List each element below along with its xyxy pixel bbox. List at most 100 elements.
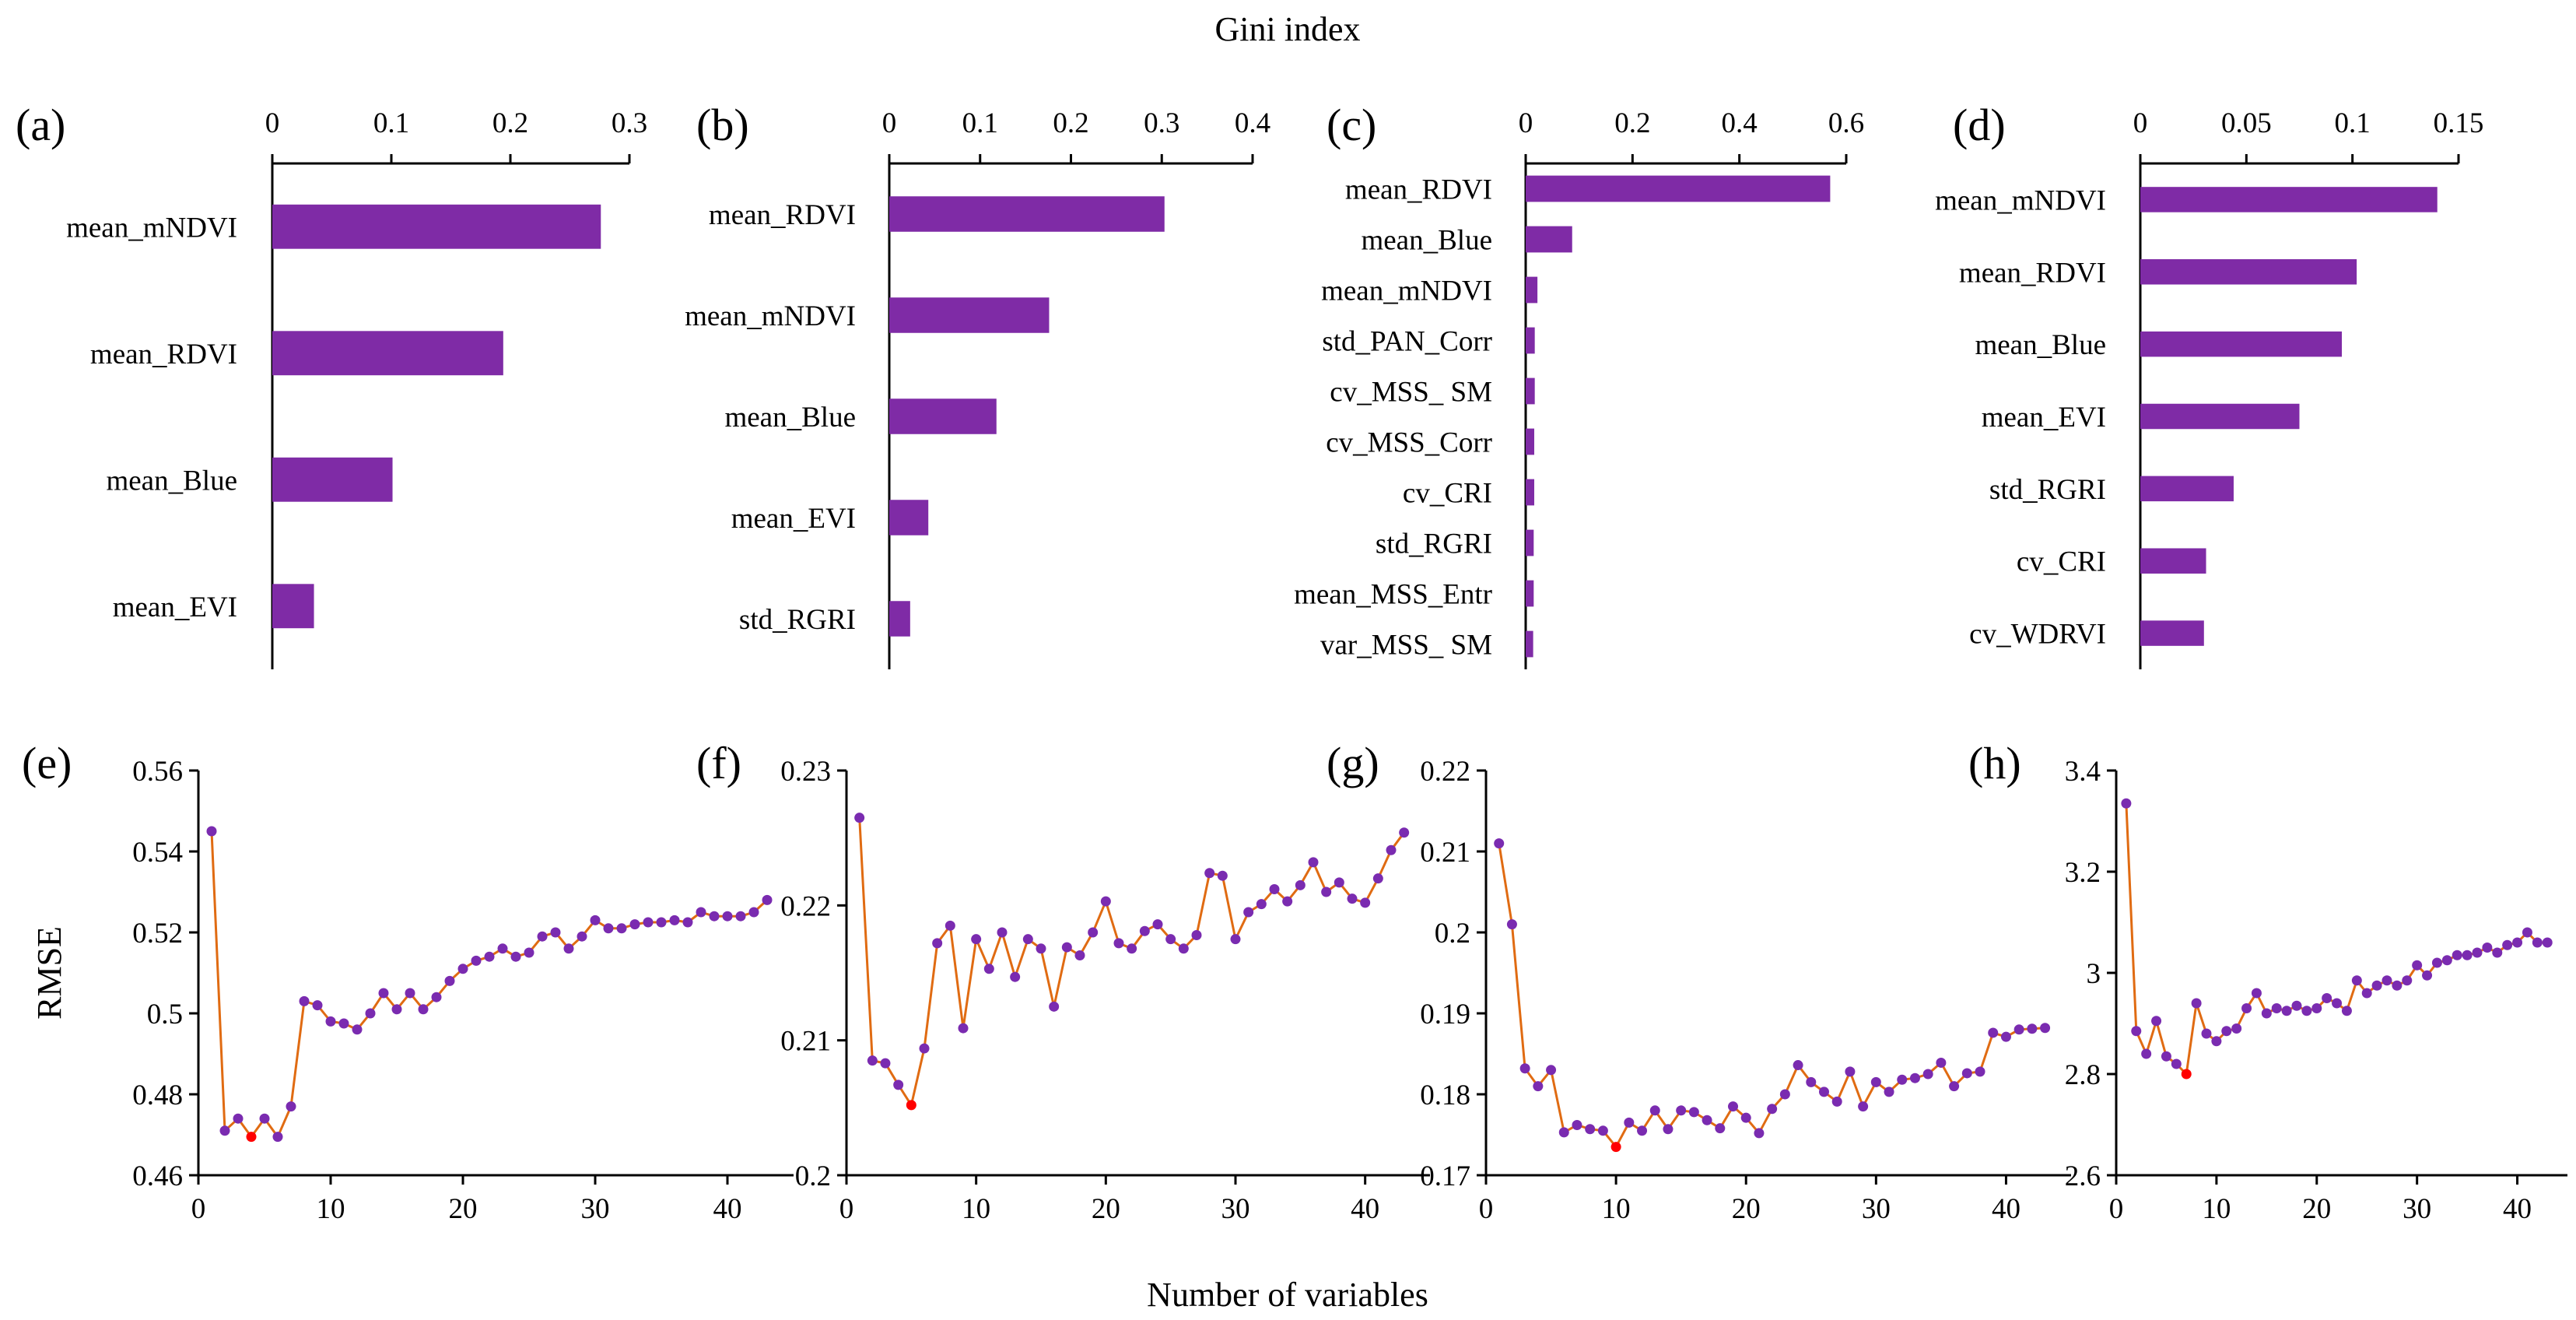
- data-point: [1386, 844, 1397, 855]
- data-point: [418, 1004, 429, 1015]
- data-point: [2422, 970, 2433, 981]
- chart-panel-1: (a) 0 0.1 0.2 0.3 mean_mNDVI mean_RDVI mean_Blu…: [16, 100, 647, 669]
- data-point: [669, 915, 680, 925]
- min-point: [1610, 1142, 1621, 1153]
- data-point: [1088, 927, 1099, 938]
- y-tick-label: 0.17: [1420, 1160, 1470, 1192]
- data-point: [1961, 1068, 1972, 1079]
- data-point: [656, 917, 667, 928]
- data-point: [2201, 1028, 2212, 1039]
- data-point: [1637, 1125, 1648, 1136]
- data-point: [1372, 873, 1383, 884]
- data-point: [286, 1101, 296, 1112]
- category-label: mean_RDVI: [90, 339, 237, 370]
- bar: [2140, 476, 2234, 502]
- data-point: [1036, 943, 1046, 954]
- panel-label: (a): [16, 100, 65, 150]
- data-point: [1191, 929, 1202, 940]
- data-point: [219, 1125, 230, 1136]
- bar: [1526, 377, 1535, 405]
- category-label: mean_MSS_Entr: [1294, 579, 1492, 611]
- data-point: [1243, 907, 1254, 918]
- data-point: [2431, 957, 2442, 968]
- category-label: mean_Blue: [724, 402, 856, 434]
- bar: [889, 398, 997, 434]
- category-label: mean_Blue: [106, 465, 237, 497]
- category-label: mean_mNDVI: [685, 300, 856, 332]
- bar: [2140, 548, 2206, 574]
- data-point: [2532, 937, 2543, 948]
- x-tick-label: 0: [191, 1193, 206, 1225]
- category-label: mean_EVI: [113, 592, 237, 623]
- chart-panel-5: (e) 0 10 20 30 40 0.46 0.48 0.5 0.52 0.54 0.56: [22, 738, 794, 1225]
- data-point: [1217, 870, 1228, 881]
- data-point: [577, 931, 587, 942]
- x-tick-label: 40: [713, 1193, 742, 1225]
- data-point: [365, 1008, 376, 1019]
- data-point: [1165, 934, 1176, 945]
- panels: (a) 0 0.1 0.2 0.3 mean_mNDVI mean_RDVI mean_Blu…: [16, 100, 2567, 1225]
- data-point: [259, 1113, 270, 1124]
- data-point: [2412, 960, 2423, 971]
- category-label: cv_MSS_Corr: [1326, 427, 1492, 459]
- data-point: [854, 813, 865, 823]
- bar: [889, 500, 929, 535]
- data-point: [2231, 1023, 2242, 1034]
- y-tick-label: 3.2: [2065, 857, 2101, 889]
- y-tick-label: 3: [2087, 958, 2101, 990]
- x-tick-label: 0.2: [1053, 107, 1088, 139]
- chart-panel-2: (b) 0 0.1 0.2 0.3 0.4 mean_RDVI mean_mNDVI mean_…: [685, 100, 1270, 669]
- y-tick-label: 0.56: [132, 756, 183, 788]
- x-tick-label: 20: [1092, 1193, 1120, 1225]
- data-point: [1767, 1104, 1778, 1115]
- bar: [1526, 580, 1534, 607]
- x-tick-label: 30: [1862, 1193, 1891, 1225]
- data-point: [1308, 857, 1319, 868]
- data-point: [391, 1004, 402, 1015]
- data-point: [497, 943, 508, 954]
- rmse-axis-label: RMSE: [30, 926, 68, 1020]
- x-tick-label: 0.1: [2335, 107, 2371, 139]
- bar: [889, 196, 1165, 232]
- data-point: [2452, 950, 2462, 960]
- data-point: [1178, 943, 1189, 954]
- data-point: [1779, 1089, 1790, 1100]
- series-line: [2125, 803, 2548, 1077]
- series-line: [1498, 843, 2045, 1150]
- data-point: [2241, 1003, 2252, 1013]
- data-point: [1360, 897, 1371, 908]
- x-tick-label: 0.15: [2434, 107, 2484, 139]
- data-point: [722, 911, 733, 922]
- bar: [1526, 276, 1538, 304]
- bar: [1526, 175, 1831, 202]
- x-tick-label: 0.1: [373, 107, 409, 139]
- data-point: [2381, 975, 2392, 986]
- data-point: [867, 1055, 878, 1066]
- x-tick-label: 0.3: [1144, 107, 1179, 139]
- y-tick-label: 3.4: [2065, 756, 2101, 788]
- category-label: std_RGRI: [1376, 528, 1492, 560]
- bar: [2140, 331, 2343, 357]
- data-point: [1676, 1105, 1687, 1116]
- data-point: [524, 947, 534, 958]
- y-tick-label: 2.8: [2065, 1059, 2101, 1091]
- data-point: [1127, 943, 1137, 954]
- bar: [1526, 630, 1533, 658]
- data-point: [1334, 877, 1344, 888]
- data-point: [2502, 939, 2513, 950]
- gini-index-label: Gini index: [1215, 10, 1361, 48]
- data-point: [997, 927, 1008, 938]
- data-point: [1884, 1087, 1894, 1097]
- data-point: [2151, 1016, 2162, 1027]
- category-label: std_RGRI: [739, 604, 856, 636]
- number-of-variables-label: Number of variables: [1147, 1276, 1428, 1314]
- data-point: [1936, 1057, 1947, 1068]
- data-point: [378, 988, 389, 999]
- data-point: [1494, 838, 1505, 849]
- data-point: [1139, 925, 1150, 936]
- data-point: [1988, 1027, 1999, 1038]
- x-tick-label: 20: [1732, 1193, 1761, 1225]
- data-point: [1740, 1112, 1751, 1123]
- data-point: [272, 1132, 283, 1143]
- data-point: [696, 907, 706, 918]
